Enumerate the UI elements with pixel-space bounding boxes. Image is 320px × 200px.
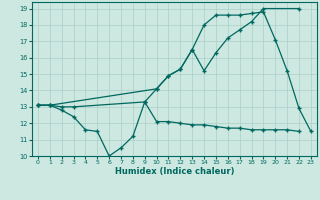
X-axis label: Humidex (Indice chaleur): Humidex (Indice chaleur) xyxy=(115,167,234,176)
